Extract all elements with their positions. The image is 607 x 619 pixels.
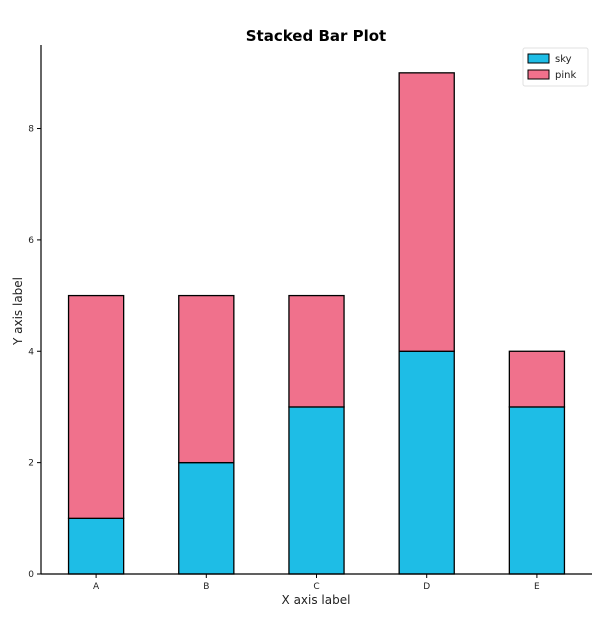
legend-swatch-pink [527, 69, 550, 80]
bar-sky-C [288, 406, 345, 575]
x-tick-label: E [534, 582, 540, 592]
y-tick-label: 4 [28, 347, 34, 357]
y-tick-label: 8 [28, 125, 34, 135]
bar-pink-B [178, 294, 235, 464]
x-tick-label: D [423, 582, 430, 592]
chart-title: Stacked Bar Plot [246, 27, 386, 45]
legend: sky pink [522, 47, 589, 87]
bar-pink-C [288, 294, 345, 408]
x-axis-label: X axis label [282, 593, 351, 607]
y-tick-label: 6 [28, 236, 34, 246]
bar-sky-D [398, 350, 455, 575]
y-tick-label: 2 [28, 459, 34, 469]
bar-pink-D [398, 72, 455, 352]
legend-label-sky: sky [555, 54, 572, 65]
bar-sky-A [67, 517, 125, 575]
bars-group [67, 72, 566, 575]
y-axis-label: Y axis label [11, 277, 25, 346]
legend-swatch-sky [527, 53, 550, 64]
legend-label-pink: pink [555, 70, 576, 81]
x-tick-label: A [93, 582, 100, 592]
x-ticks-group: A B C D E [93, 574, 540, 592]
y-tick-label: 0 [28, 570, 34, 580]
bar-pink-A [67, 294, 125, 519]
y-ticks-group: 0 2 4 6 8 [28, 125, 41, 580]
bar-sky-B [178, 461, 235, 575]
x-tick-label: B [203, 582, 209, 592]
x-tick-label: C [313, 582, 319, 592]
bar-pink-E [508, 350, 566, 408]
bar-sky-E [508, 406, 566, 575]
